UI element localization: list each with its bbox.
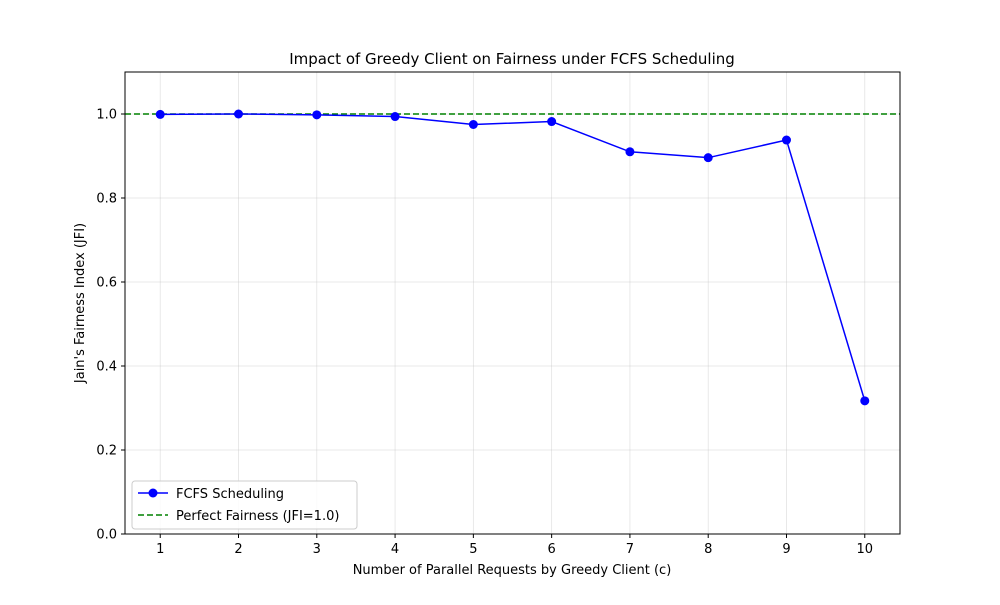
data-point-fcfs [234, 109, 244, 119]
x-axis-label: Number of Parallel Requests by Greedy Cl… [353, 563, 672, 578]
legend: FCFS Scheduling Perfect Fairness (JFI=1.… [131, 480, 358, 530]
series-line-fcfs [160, 113, 866, 402]
data-point-fcfs [468, 120, 478, 129]
x-tick-label: 10 [856, 542, 873, 557]
legend-marker-fcfs [148, 488, 158, 498]
x-tick-label: 8 [704, 542, 712, 557]
plot-area-frame [124, 71, 901, 535]
y-axis-label: Jain's Fairness Index (JFI) [73, 223, 88, 384]
x-tick-label: 3 [313, 542, 321, 557]
legend-box [131, 480, 358, 530]
y-tick-label: 0.4 [96, 360, 117, 375]
x-tick-label: 5 [469, 542, 477, 557]
data-point-fcfs [625, 147, 635, 157]
x-axis-ticks: 1 2 3 4 5 6 7 8 9 10 [156, 534, 873, 557]
y-tick-label: 0.0 [96, 528, 117, 543]
series-layer [155, 109, 870, 406]
x-tick-label: 2 [234, 542, 242, 557]
legend-label-fcfs: FCFS Scheduling [176, 487, 284, 502]
x-tick-label: 4 [391, 542, 399, 557]
chart-title: Impact of Greedy Client on Fairness unde… [289, 50, 735, 68]
data-point-fcfs [390, 112, 400, 122]
legend-label-perfect-fairness: Perfect Fairness (JFI=1.0) [176, 509, 339, 524]
y-tick-label: 0.2 [96, 444, 117, 459]
x-tick-label: 9 [782, 542, 790, 557]
x-tick-label: 1 [156, 542, 164, 557]
data-point-fcfs [312, 110, 322, 120]
data-point-fcfs [781, 135, 791, 145]
y-tick-label: 0.6 [96, 276, 117, 291]
x-tick-label: 7 [626, 542, 634, 557]
x-tick-label: 6 [548, 542, 556, 557]
data-point-fcfs [155, 109, 165, 119]
data-point-fcfs [860, 396, 870, 406]
y-tick-label: 1.0 [96, 108, 117, 123]
y-tick-label: 0.8 [96, 192, 117, 207]
y-axis-ticks: 0.0 0.2 0.4 0.6 0.8 1.0 [96, 108, 125, 543]
data-point-fcfs [547, 117, 557, 127]
data-point-fcfs [703, 153, 713, 163]
